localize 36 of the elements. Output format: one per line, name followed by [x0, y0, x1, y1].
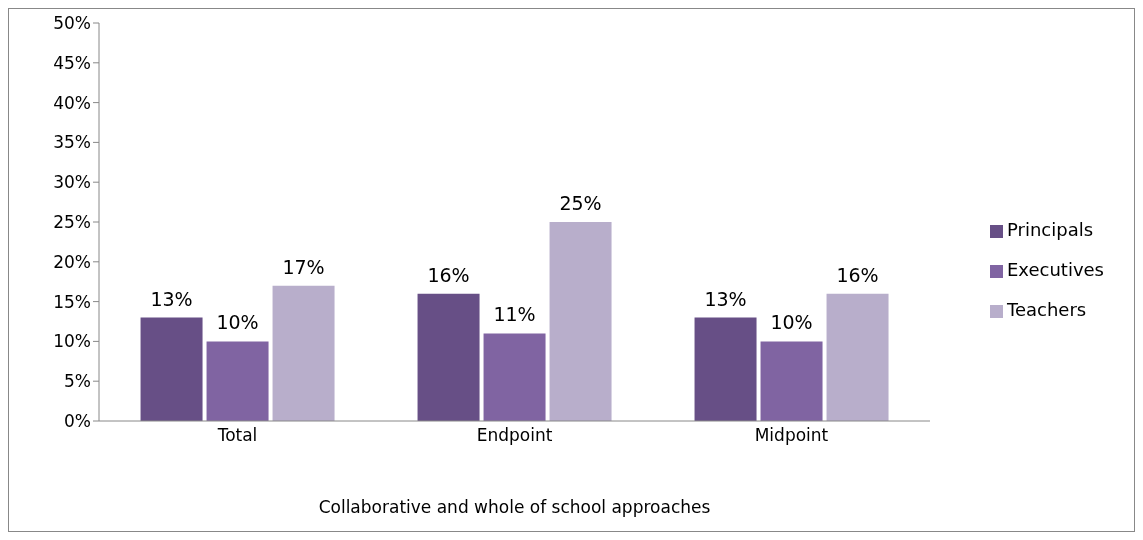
y-tick-label: 10% [53, 331, 91, 352]
y-tick-label: 30% [53, 172, 91, 193]
bar [206, 341, 269, 421]
data-label: 13% [704, 287, 747, 310]
bar [140, 317, 203, 421]
data-label: 11% [493, 303, 536, 326]
data-label: 10% [216, 311, 259, 334]
bar [694, 317, 757, 421]
legend-label: Executives [1006, 259, 1104, 280]
y-tick-label: 40% [53, 92, 91, 113]
legend-label: Teachers [1006, 299, 1087, 320]
y-tick-label: 50% [53, 13, 91, 34]
y-tick-label: 20% [53, 251, 91, 272]
data-label: 17% [282, 255, 325, 278]
y-tick-label: 35% [53, 132, 91, 153]
bar [272, 285, 335, 421]
legend-label: Principals [1006, 219, 1094, 240]
x-tick-label: Midpoint [754, 425, 829, 446]
data-label: 25% [559, 192, 602, 214]
data-label: 16% [836, 263, 879, 286]
x-axis-title: Collaborative and whole of school approaches [318, 497, 711, 517]
bar [826, 293, 889, 421]
y-tick-label: 25% [53, 212, 91, 233]
bar [760, 341, 823, 421]
data-label: 16% [427, 263, 470, 286]
bar [483, 333, 546, 421]
y-tick-label: 5% [64, 371, 91, 392]
bar [417, 293, 480, 421]
y-tick-label: 45% [53, 52, 91, 73]
bar [549, 222, 612, 421]
x-tick-label: Endpoint [476, 425, 553, 446]
x-tick-label: Total [216, 425, 258, 446]
data-label: 10% [770, 311, 813, 334]
data-label: 13% [150, 287, 193, 310]
y-tick-label: 0% [64, 411, 91, 432]
y-tick-label: 15% [53, 291, 91, 312]
